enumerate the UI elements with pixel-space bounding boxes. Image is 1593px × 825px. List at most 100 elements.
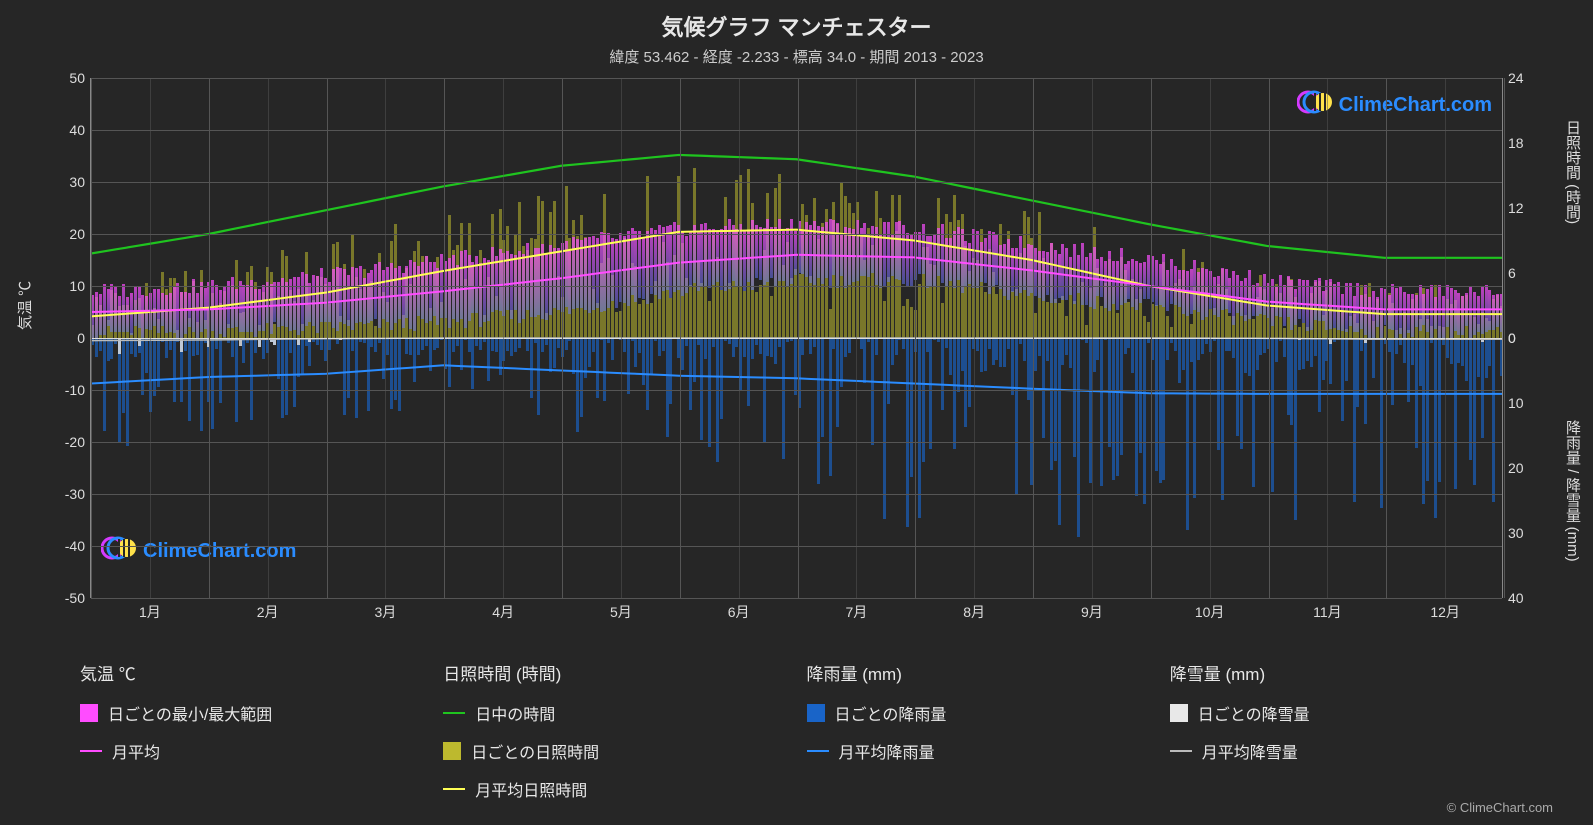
legend-swatch: [1170, 750, 1192, 752]
grid-line-v: [444, 78, 445, 598]
x-tick-month: 8月: [963, 602, 985, 622]
line-avg-temp: [91, 255, 1502, 312]
y-axis-right-top-title: 日照時間 (時間): [1562, 120, 1583, 224]
legend: 気温 ℃日ごとの最小/最大範囲月平均 日照時間 (時間)日中の時間日ごとの日照時…: [80, 660, 1513, 801]
logo-icon: [101, 534, 137, 568]
grid-line-h: [91, 390, 1502, 391]
grid-line-v: [562, 78, 563, 598]
chart-subtitle: 緯度 53.462 - 経度 -2.233 - 標高 34.0 - 期間 201…: [0, 46, 1593, 67]
legend-col-snow: 降雪量 (mm)日ごとの降雪量月平均降雪量: [1170, 660, 1513, 801]
grid-line-h: [91, 130, 1502, 131]
grid-line-h: [91, 598, 1502, 599]
x-tick-month: 10月: [1195, 602, 1225, 622]
legend-label: 日ごとの降雪量: [1198, 701, 1310, 725]
watermark-text: ClimeChart.com: [143, 540, 296, 563]
grid-line-v-minor: [1445, 78, 1446, 598]
watermark-text: ClimeChart.com: [1339, 94, 1492, 117]
watermark-top: ClimeChart.com: [1297, 88, 1492, 122]
grid-line-v-minor: [503, 78, 504, 598]
legend-item: 月平均降雨量: [807, 739, 1150, 763]
legend-title: 降雨量 (mm): [807, 660, 1150, 685]
grid-line-v-minor: [1210, 78, 1211, 598]
grid-line-v-minor: [1327, 78, 1328, 598]
grid-line-v: [327, 78, 328, 598]
legend-item: 日ごとの最小/最大範囲: [80, 701, 423, 725]
y-axis-left-title: 気温 ℃: [14, 281, 35, 330]
x-tick-month: 5月: [610, 602, 632, 622]
grid-line-v: [1033, 78, 1034, 598]
grid-line-h: [91, 494, 1502, 495]
y-tick-left: -50: [49, 590, 85, 606]
grid-line-v-minor: [1092, 78, 1093, 598]
legend-label: 月平均日照時間: [475, 777, 587, 801]
x-tick-month: 2月: [257, 602, 279, 622]
x-tick-month: 1月: [139, 602, 161, 622]
grid-line-v-minor: [856, 78, 857, 598]
plot-area: ClimeChart.com ClimeChart.com -50-40-30-…: [90, 78, 1503, 598]
grid-line-v: [915, 78, 916, 598]
y-tick-left: -10: [49, 382, 85, 398]
legend-item: 月平均日照時間: [443, 777, 786, 801]
y-tick-left: 10: [49, 278, 85, 294]
chart-title: 気候グラフ マンチェスター: [0, 0, 1593, 42]
grid-line-v-minor: [150, 78, 151, 598]
grid-line-h: [91, 546, 1502, 547]
legend-label: 日ごとの降雨量: [835, 701, 947, 725]
y-tick-left: 40: [49, 122, 85, 138]
y-axis-right-bottom-title: 降雨量 / 降雪量 (mm): [1562, 420, 1583, 562]
grid-line-v-minor: [268, 78, 269, 598]
grid-line-v-minor: [739, 78, 740, 598]
x-tick-month: 4月: [492, 602, 514, 622]
legend-item: 日ごとの降雨量: [807, 701, 1150, 725]
grid-line-v: [680, 78, 681, 598]
y-tick-left: 20: [49, 226, 85, 242]
grid-line-v-minor: [621, 78, 622, 598]
y-tick-right-mm: 10: [1508, 395, 1544, 411]
y-tick-right-mm: 40: [1508, 590, 1544, 606]
y-tick-right-hours: 6: [1508, 265, 1544, 281]
x-tick-month: 12月: [1430, 602, 1460, 622]
y-tick-left: 50: [49, 70, 85, 86]
legend-label: 日ごとの日照時間: [471, 739, 599, 763]
grid-line-v: [1504, 78, 1505, 598]
x-tick-month: 11月: [1313, 602, 1342, 622]
grid-line-h: [91, 234, 1502, 235]
legend-col-temp: 気温 ℃日ごとの最小/最大範囲月平均: [80, 660, 423, 801]
legend-label: 日ごとの最小/最大範囲: [108, 701, 272, 725]
grid-line-h: [91, 78, 1502, 79]
y-tick-right-mm: 20: [1508, 460, 1544, 476]
legend-swatch: [1170, 704, 1188, 722]
y-tick-right-hours: 12: [1508, 200, 1544, 216]
legend-col-rain: 降雨量 (mm) 日ごとの降雨量月平均降雨量: [807, 660, 1150, 801]
grid-line-v-minor: [385, 78, 386, 598]
legend-swatch: [807, 750, 829, 752]
x-tick-month: 6月: [728, 602, 750, 622]
credit-text: © ClimeChart.com: [1447, 800, 1553, 815]
x-tick-month: 7月: [845, 602, 867, 622]
y-tick-left: 30: [49, 174, 85, 190]
grid-line-v: [1269, 78, 1270, 598]
y-tick-right-hours: 24: [1508, 70, 1544, 86]
y-tick-left: 0: [49, 330, 85, 346]
legend-swatch: [80, 704, 98, 722]
grid-line-v: [209, 78, 210, 598]
y-tick-left: -40: [49, 538, 85, 554]
chart-area: ClimeChart.com ClimeChart.com -50-40-30-…: [50, 68, 1543, 628]
grid-line-h: [91, 442, 1502, 443]
legend-item: 月平均: [80, 739, 423, 763]
x-tick-month: 9月: [1081, 602, 1103, 622]
grid-line-v: [1151, 78, 1152, 598]
climate-chart-frame: 気候グラフ マンチェスター 緯度 53.462 - 経度 -2.233 - 標高…: [0, 0, 1593, 825]
grid-line-h: [91, 182, 1502, 183]
grid-line-v: [798, 78, 799, 598]
x-tick-month: 3月: [374, 602, 396, 622]
legend-swatch: [443, 742, 461, 760]
grid-line-h: [91, 338, 1502, 339]
legend-item: 月平均降雪量: [1170, 739, 1513, 763]
legend-label: 月平均: [112, 739, 160, 763]
grid-line-v: [91, 78, 92, 598]
line-daylength: [91, 155, 1502, 258]
y-tick-right-hours: 18: [1508, 135, 1544, 151]
legend-col-sun: 日照時間 (時間)日中の時間日ごとの日照時間月平均日照時間: [443, 660, 786, 801]
legend-swatch: [443, 712, 465, 714]
